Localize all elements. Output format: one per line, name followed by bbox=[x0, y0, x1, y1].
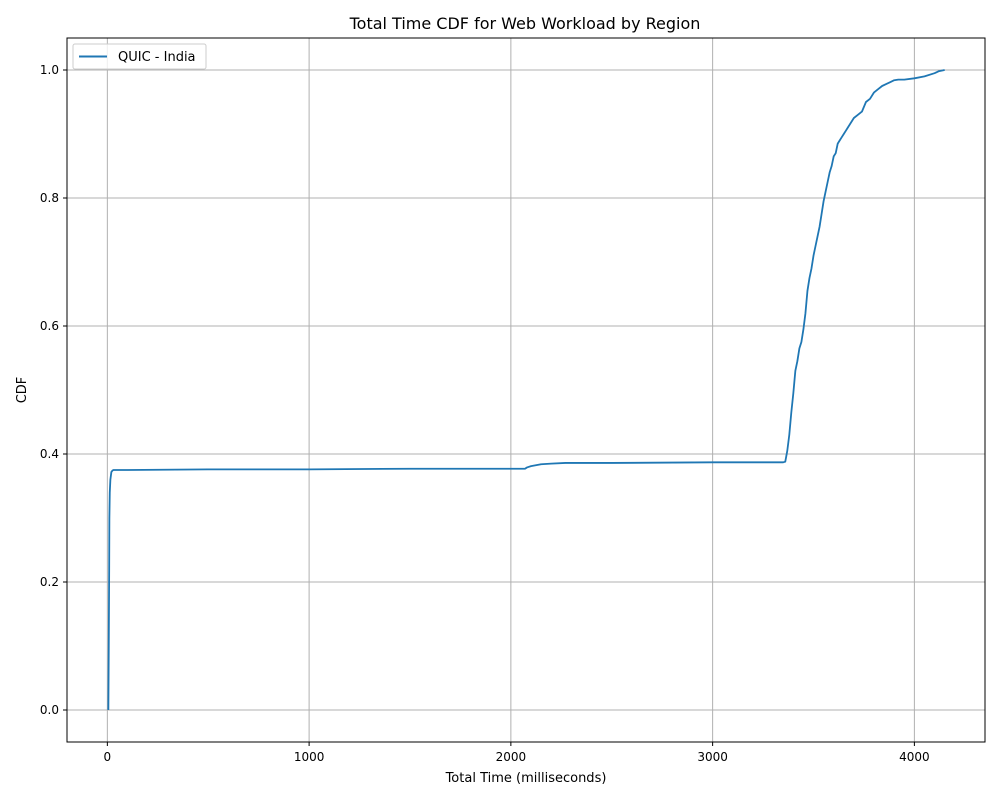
x-tick-label: 0 bbox=[104, 750, 112, 764]
y-tick-label: 1.0 bbox=[40, 63, 59, 77]
x-tick-label: 4000 bbox=[899, 750, 930, 764]
y-tick-label: 0.4 bbox=[40, 447, 59, 461]
y-tick-label: 0.2 bbox=[40, 575, 59, 589]
series-line-quic-india bbox=[107, 69, 945, 711]
grid-lines bbox=[67, 38, 985, 742]
y-tick-label: 0.8 bbox=[40, 191, 59, 205]
y-axis-label: CDF bbox=[15, 377, 30, 404]
x-axis-label: Total Time (milliseconds) bbox=[445, 771, 607, 786]
axes: 0 1000 2000 3000 4000 0.0 0.2 0.4 0.6 0.8 1.0 bbox=[40, 63, 930, 764]
y-tick-label: 0.0 bbox=[40, 703, 59, 717]
chart-title: Total Time CDF for Web Workload by Regio… bbox=[349, 14, 701, 33]
x-tick-label: 1000 bbox=[294, 750, 325, 764]
plot-frame bbox=[66, 37, 986, 743]
x-tick-label: 3000 bbox=[697, 750, 728, 764]
legend-box bbox=[72, 43, 207, 70]
x-tick-label: 2000 bbox=[496, 750, 527, 764]
y-tick-label: 0.6 bbox=[40, 319, 59, 333]
legend-label: QUIC - India bbox=[118, 50, 196, 65]
legend: QUIC - India bbox=[72, 43, 207, 70]
plot-series bbox=[107, 69, 945, 711]
